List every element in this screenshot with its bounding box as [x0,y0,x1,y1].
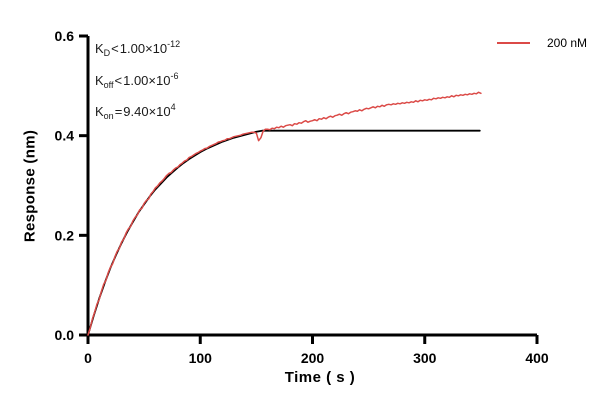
kon-value: 9.40×10 [123,104,171,119]
koff-value: 1.00×10 [123,72,171,88]
series-fit-line [87,129,481,336]
y-tick-label: 0.0 [55,327,75,343]
kon-subscript: on [103,111,114,121]
kinetics-annotation: KD<1.00×10-12 Koff<1.00×10-6 Kon=9.40×10… [95,33,180,128]
y-tick-label: 0.2 [55,227,75,243]
x-tick-label: 100 [189,350,213,366]
kd-operator: < [111,41,119,56]
legend-label: 200 nM [547,36,588,50]
koff-subscript: off [103,79,114,90]
series-200nM-trace [87,91,482,336]
kon-annotation: Kon=9.40×104 [95,96,180,128]
koff-operator: < [114,72,123,88]
kd-value: 1.00×10 [119,41,168,56]
kd-annotation: KD<1.00×10-12 [95,33,180,65]
kd-symbol: K [95,41,104,56]
koff-exponent: -6 [170,70,179,81]
kd-subscript: D [103,48,111,58]
koff-symbol: K [95,72,104,88]
y-axis-title: Response (nm) [21,129,39,243]
x-axis-title: Time ( s ) [284,369,356,386]
kon-operator: = [114,104,123,119]
kd-exponent: -12 [167,39,181,49]
kon-symbol: K [95,104,104,119]
y-tick-label: 0.4 [55,128,75,144]
x-tick-label: 200 [301,350,325,366]
legend-line-swatch [497,42,530,44]
y-tick-label: 0.6 [55,28,75,44]
x-tick-label: 400 [525,350,549,366]
legend: 200 nM [497,36,587,50]
x-tick-label: 0 [84,350,92,366]
kon-exponent: 4 [170,102,176,112]
koff-annotation: Koff<1.00×10-6 [95,65,180,97]
x-tick-label: 300 [413,350,437,366]
